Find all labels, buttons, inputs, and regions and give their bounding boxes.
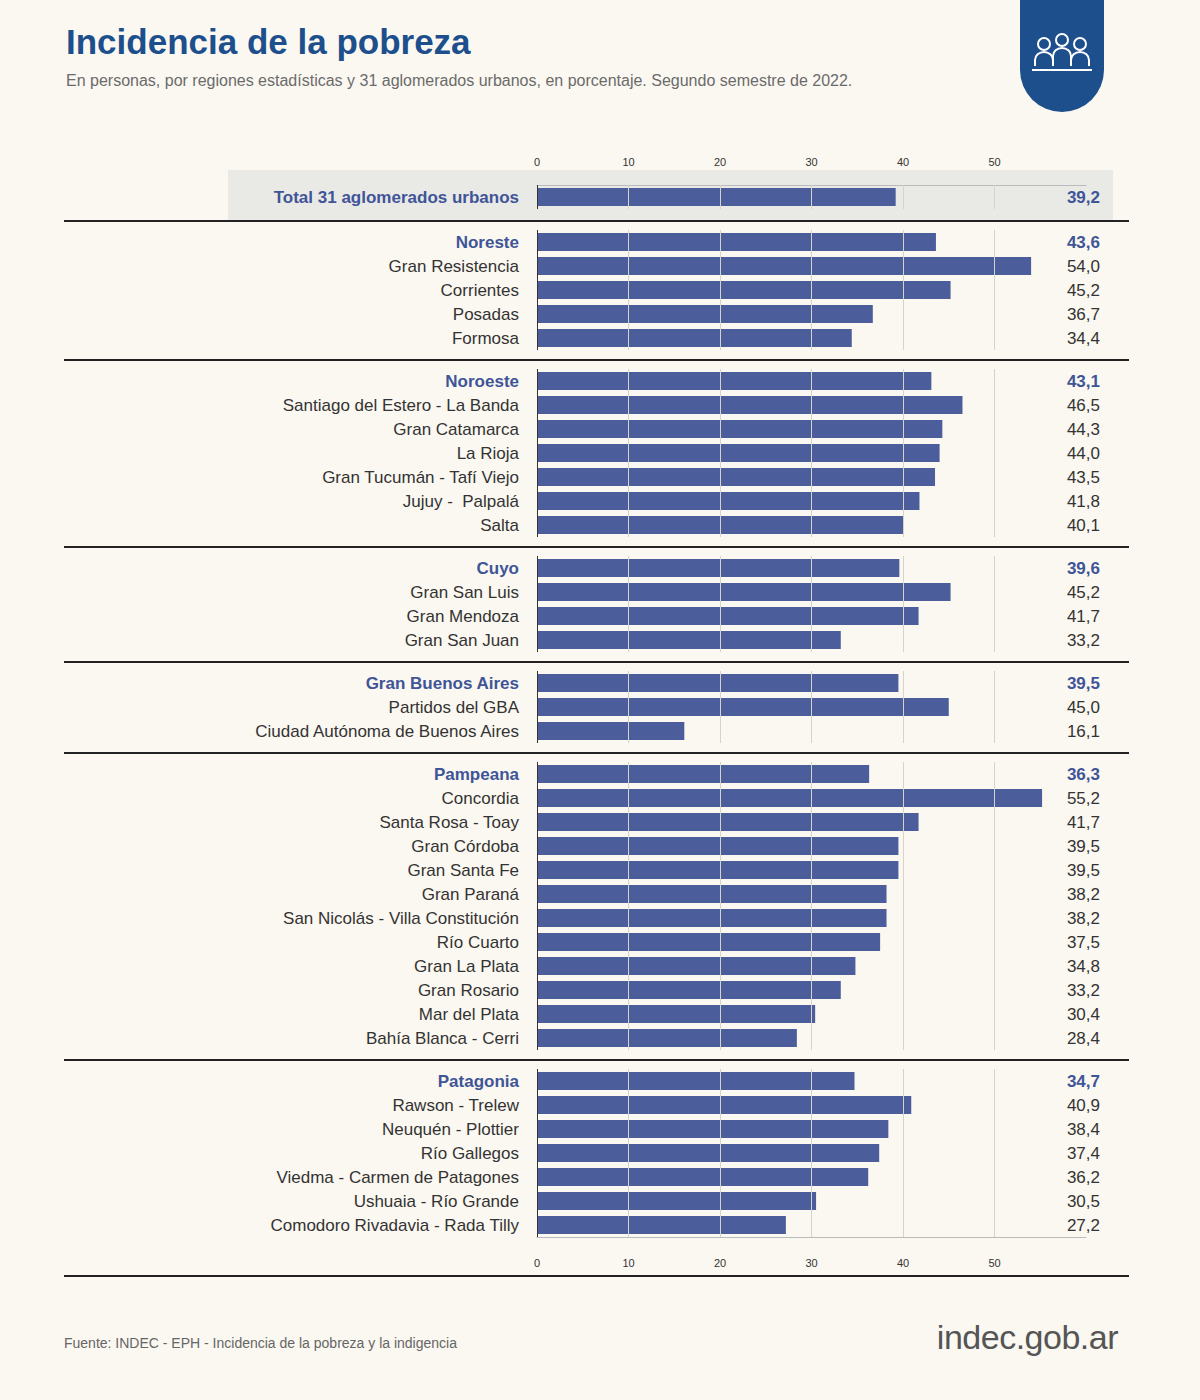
svg-text:44,0: 44,0 [1067,444,1100,463]
svg-text:Concordia: Concordia [442,789,520,808]
svg-text:Santiago del Estero - La Banda: Santiago del Estero - La Banda [283,396,520,415]
svg-text:Viedma - Carmen de Patagones: Viedma - Carmen de Patagones [276,1168,519,1187]
svg-text:50: 50 [988,156,1000,168]
svg-text:34,7: 34,7 [1067,1072,1100,1091]
svg-text:10: 10 [622,156,634,168]
svg-text:Ushuaia - Río Grande: Ushuaia - Río Grande [354,1192,519,1211]
svg-text:Comodoro Rivadavia - Rada Till: Comodoro Rivadavia - Rada Tilly [271,1216,520,1235]
svg-text:Ciudad Autónoma de Buenos Aire: Ciudad Autónoma de Buenos Aires [255,722,519,741]
svg-text:Noreste: Noreste [456,233,519,252]
svg-text:Cuyo: Cuyo [477,559,520,578]
svg-text:Neuquén - Plottier: Neuquén - Plottier [382,1120,519,1139]
svg-text:Jujuy - Palpalá: Jujuy - Palpalá [403,492,520,511]
html-text:Fuente: INDEC - EPH - Incidenc: Fuente: INDEC - EPH - Incidencia de la p… [64,1335,457,1351]
svg-text:36,7: 36,7 [1067,305,1100,324]
svg-text:Formosa: Formosa [452,329,520,348]
svg-text:Gran Mendoza: Gran Mendoza [407,607,520,626]
svg-text:Partidos del GBA: Partidos del GBA [389,698,520,717]
svg-text:Gran Tucumán - Tafí Viejo: Gran Tucumán - Tafí Viejo [322,468,519,487]
svg-text:27,2: 27,2 [1067,1216,1100,1235]
svg-text:46,5: 46,5 [1067,396,1100,415]
svg-text:39,5: 39,5 [1067,837,1100,856]
svg-text:Gran Resistencia: Gran Resistencia [389,257,520,276]
svg-text:Gran La Plata: Gran La Plata [414,957,519,976]
svg-text:Gran Rosario: Gran Rosario [418,981,519,1000]
svg-text:39,2: 39,2 [1067,188,1100,207]
html-text:Incidencia de la pobreza: Incidencia de la pobreza [66,22,471,61]
svg-text:28,4: 28,4 [1067,1029,1100,1048]
svg-text:41,7: 41,7 [1067,607,1100,626]
svg-text:43,1: 43,1 [1067,372,1100,391]
svg-text:40: 40 [897,1257,909,1269]
svg-text:Salta: Salta [480,516,519,535]
svg-text:La Rioja: La Rioja [457,444,520,463]
svg-text:20: 20 [714,1257,726,1269]
svg-text:Río Gallegos: Río Gallegos [421,1144,519,1163]
html-text:indec.gob.ar: indec.gob.ar [936,1318,1118,1356]
svg-text:36,3: 36,3 [1067,765,1100,784]
svg-text:10: 10 [622,1257,634,1269]
svg-text:45,2: 45,2 [1067,281,1100,300]
svg-text:36,2: 36,2 [1067,1168,1100,1187]
svg-text:37,5: 37,5 [1067,933,1100,952]
svg-text:Santa Rosa - Toay: Santa Rosa - Toay [379,813,519,832]
svg-text:30: 30 [805,156,817,168]
svg-text:43,5: 43,5 [1067,468,1100,487]
svg-text:38,4: 38,4 [1067,1120,1100,1139]
svg-text:Patagonia: Patagonia [438,1072,520,1091]
svg-text:43,6: 43,6 [1067,233,1100,252]
svg-text:44,3: 44,3 [1067,420,1100,439]
svg-text:40,1: 40,1 [1067,516,1100,535]
svg-text:39,6: 39,6 [1067,559,1100,578]
svg-text:Gran Buenos Aires: Gran Buenos Aires [366,674,519,693]
svg-text:Noroeste: Noroeste [445,372,519,391]
svg-text:Gran Santa Fe: Gran Santa Fe [407,861,519,880]
svg-text:41,8: 41,8 [1067,492,1100,511]
svg-text:16,1: 16,1 [1067,722,1100,741]
svg-text:38,2: 38,2 [1067,885,1100,904]
svg-text:Gran Paraná: Gran Paraná [422,885,520,904]
svg-text:40: 40 [897,156,909,168]
svg-text:Rawson - Trelew: Rawson - Trelew [392,1096,519,1115]
svg-text:45,2: 45,2 [1067,583,1100,602]
svg-text:39,5: 39,5 [1067,861,1100,880]
svg-text:33,2: 33,2 [1067,981,1100,1000]
svg-text:30: 30 [805,1257,817,1269]
svg-text:55,2: 55,2 [1067,789,1100,808]
svg-text:Gran San Juan: Gran San Juan [405,631,519,650]
svg-text:38,2: 38,2 [1067,909,1100,928]
svg-text:Pampeana: Pampeana [434,765,520,784]
svg-text:39,5: 39,5 [1067,674,1100,693]
svg-text:34,8: 34,8 [1067,957,1100,976]
svg-text:45,0: 45,0 [1067,698,1100,717]
svg-text:33,2: 33,2 [1067,631,1100,650]
svg-text:Gran Córdoba: Gran Córdoba [411,837,519,856]
svg-text:Corrientes: Corrientes [441,281,519,300]
svg-text:San Nicolás - Villa Constituci: San Nicolás - Villa Constitución [283,909,519,928]
svg-text:30,4: 30,4 [1067,1005,1100,1024]
svg-text:37,4: 37,4 [1067,1144,1100,1163]
svg-text:Río Cuarto: Río Cuarto [437,933,519,952]
svg-text:0: 0 [534,1257,540,1269]
svg-text:20: 20 [714,156,726,168]
svg-text:Posadas: Posadas [453,305,519,324]
svg-text:0: 0 [534,156,540,168]
svg-text:Bahía Blanca - Cerri: Bahía Blanca - Cerri [366,1029,519,1048]
svg-text:34,4: 34,4 [1067,329,1100,348]
svg-text:41,7: 41,7 [1067,813,1100,832]
svg-text:30,5: 30,5 [1067,1192,1100,1211]
svg-text:Mar del Plata: Mar del Plata [419,1005,520,1024]
svg-text:54,0: 54,0 [1067,257,1100,276]
svg-text:Gran Catamarca: Gran Catamarca [393,420,519,439]
html-text:En personas, por regiones esta: En personas, por regiones estadísticas y… [66,72,853,89]
svg-text:50: 50 [988,1257,1000,1269]
svg-text:40,9: 40,9 [1067,1096,1100,1115]
svg-text:Total 31 aglomerados urbanos: Total 31 aglomerados urbanos [274,188,519,207]
svg-text:Gran San Luis: Gran San Luis [410,583,519,602]
